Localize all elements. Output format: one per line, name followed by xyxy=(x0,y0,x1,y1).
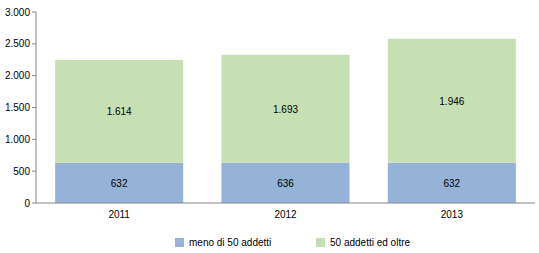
y-tick xyxy=(32,171,36,172)
y-tick xyxy=(32,107,36,108)
y-tick-label: 0 xyxy=(24,198,30,209)
legend-swatch xyxy=(316,238,325,247)
y-tick-label: 1.500 xyxy=(5,102,30,113)
bar-segment xyxy=(55,60,183,163)
y-tick-label: 1.000 xyxy=(5,134,30,145)
chart-svg: 0 500 1.000 1.500 2.000 2.500 3.000 632 636 632 1.… xyxy=(0,0,539,253)
bars xyxy=(55,39,516,203)
data-label: 1.693 xyxy=(273,104,298,115)
y-axis: 0 500 1.000 1.500 2.000 2.500 3.000 xyxy=(5,7,36,209)
x-axis-line xyxy=(36,203,535,204)
y-tick xyxy=(32,43,36,44)
y-tick-label: 2.500 xyxy=(5,38,30,49)
chart-container: 0 500 1.000 1.500 2.000 2.500 3.000 632 636 632 1.… xyxy=(0,0,539,253)
data-label: 636 xyxy=(277,178,294,189)
data-label: 632 xyxy=(443,178,460,189)
bar-segment xyxy=(221,163,349,203)
y-tick xyxy=(32,12,36,13)
x-tick-label: 2011 xyxy=(108,209,130,220)
x-tick-label: 2013 xyxy=(441,209,464,220)
data-labels: 632 636 632 1.614 1.693 1.946 xyxy=(107,96,465,189)
y-tick xyxy=(32,139,36,140)
x-axis: 2011 2012 2013 xyxy=(36,203,535,220)
y-tick-label: 3.000 xyxy=(5,7,30,18)
bar-segment xyxy=(55,163,183,203)
legend-label: 50 addetti ed oltre xyxy=(330,237,410,248)
bar-segment xyxy=(221,55,349,163)
y-axis-line xyxy=(36,12,37,203)
y-tick-label: 2.000 xyxy=(5,70,30,81)
y-tick xyxy=(32,75,36,76)
x-tick-label: 2012 xyxy=(274,209,297,220)
legend: meno di 50 addetti 50 addetti ed oltre xyxy=(175,237,410,248)
bar-segment xyxy=(388,39,516,163)
y-tick-label: 500 xyxy=(13,166,30,177)
y-tick xyxy=(32,203,36,204)
data-label: 632 xyxy=(111,178,128,189)
data-label: 1.614 xyxy=(107,106,132,117)
data-label: 1.946 xyxy=(439,96,464,107)
legend-swatch xyxy=(175,238,184,247)
bar-segment xyxy=(388,163,516,203)
legend-label: meno di 50 addetti xyxy=(189,237,271,248)
